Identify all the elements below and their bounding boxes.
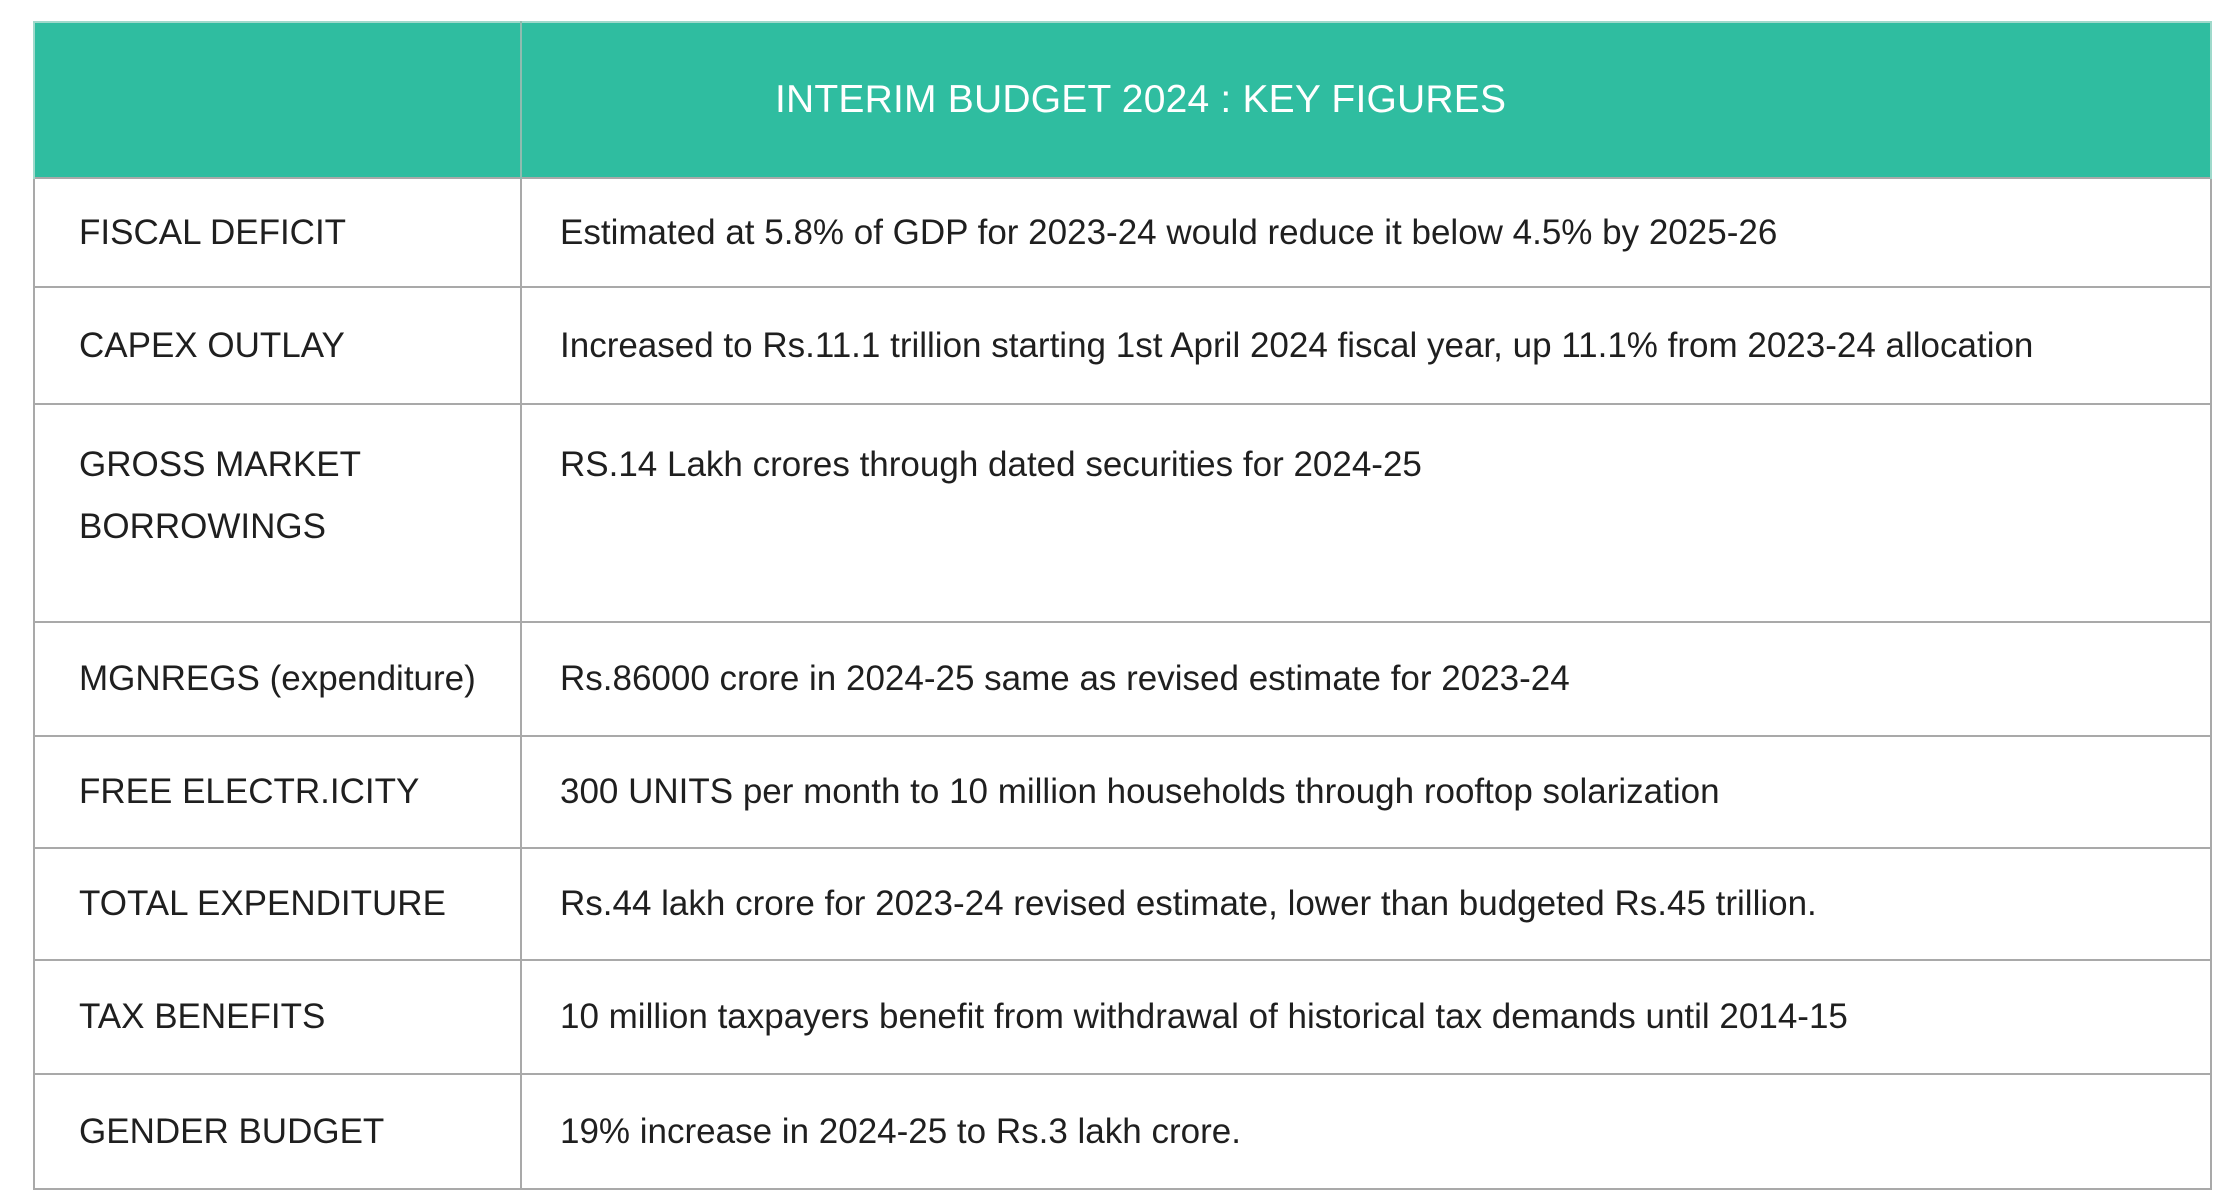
row-value: RS.14 Lakh crores through dated securiti…: [520, 403, 2212, 623]
table-row: TAX BENEFITS 10 million taxpayers benefi…: [33, 959, 2212, 1075]
row-label: MGNREGS (expenditure): [33, 621, 522, 737]
row-label: CAPEX OUTLAY: [33, 286, 522, 405]
table-row: FREE ELECTR.ICITY 300 UNITS per month to…: [33, 735, 2212, 849]
table-header-row: INTERIM BUDGET 2024 : KEY FIGURES: [33, 21, 2212, 178]
row-label: GROSS MARKET BORROWINGS: [33, 403, 522, 623]
row-value: Rs.44 lakh crore for 2023-24 revised est…: [520, 847, 2212, 961]
row-label: TAX BENEFITS: [33, 959, 522, 1075]
table-row: CAPEX OUTLAY Increased to Rs.11.1 trilli…: [33, 286, 2212, 405]
row-label: FREE ELECTR.ICITY: [33, 735, 522, 849]
row-label: GENDER BUDGET: [33, 1073, 522, 1190]
table-row: GENDER BUDGET 19% increase in 2024-25 to…: [33, 1073, 2212, 1190]
table-row: FISCAL DEFICIT Estimated at 5.8% of GDP …: [33, 177, 2212, 288]
table-row: GROSS MARKET BORROWINGS RS.14 Lakh crore…: [33, 403, 2212, 623]
key-figures-table: INTERIM BUDGET 2024 : KEY FIGURES FISCAL…: [33, 21, 2212, 1190]
row-value: 19% increase in 2024-25 to Rs.3 lakh cro…: [520, 1073, 2212, 1190]
row-label: FISCAL DEFICIT: [33, 177, 522, 288]
row-label: TOTAL EXPENDITURE: [33, 847, 522, 961]
row-value: Rs.86000 crore in 2024-25 same as revise…: [520, 621, 2212, 737]
table-title: INTERIM BUDGET 2024 : KEY FIGURES: [520, 21, 2212, 178]
row-value: Estimated at 5.8% of GDP for 2023-24 wou…: [520, 177, 2212, 288]
table-row: MGNREGS (expenditure) Rs.86000 crore in …: [33, 621, 2212, 737]
key-figures-table-container: INTERIM BUDGET 2024 : KEY FIGURES FISCAL…: [33, 21, 2212, 1190]
table-row: TOTAL EXPENDITURE Rs.44 lakh crore for 2…: [33, 847, 2212, 961]
row-value: 10 million taxpayers benefit from withdr…: [520, 959, 2212, 1075]
header-empty-cell: [33, 21, 522, 178]
row-value: Increased to Rs.11.1 trillion starting 1…: [520, 286, 2212, 405]
row-value: 300 UNITS per month to 10 million househ…: [520, 735, 2212, 849]
